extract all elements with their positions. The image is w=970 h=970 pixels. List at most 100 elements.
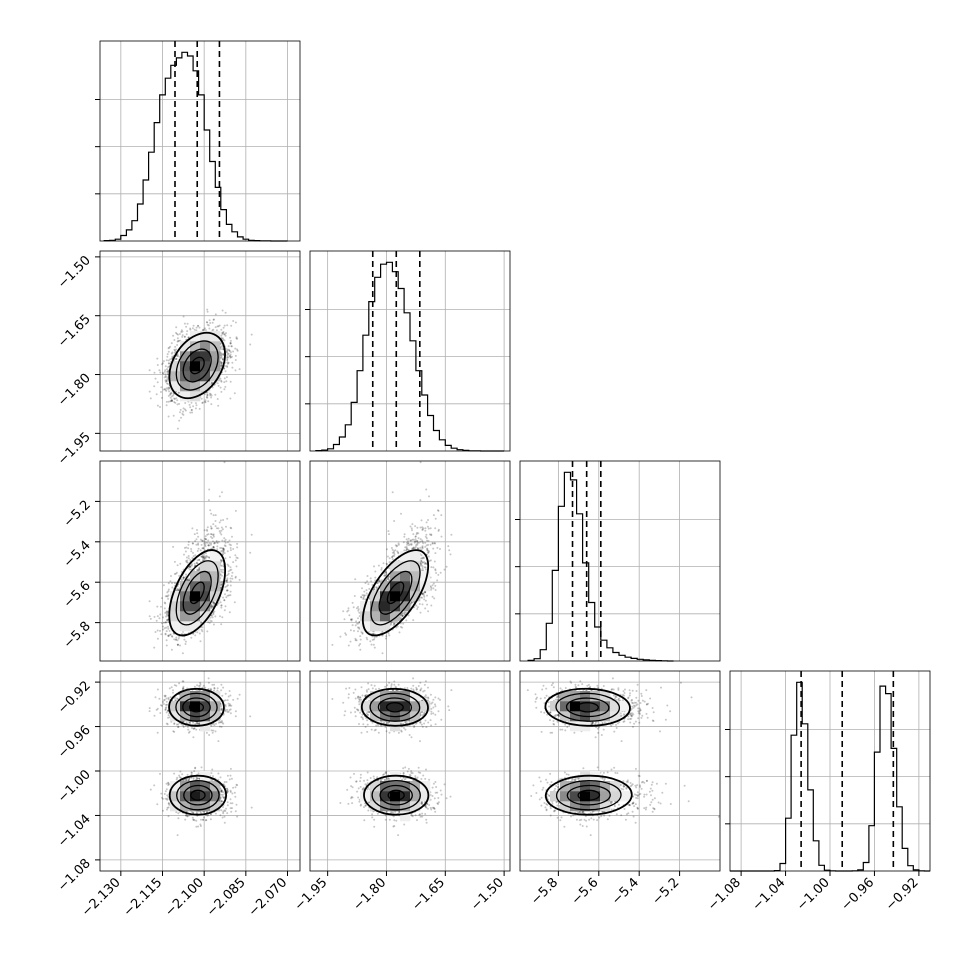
density-3-2-point-2928 [616, 772, 619, 775]
density-3-1-point-684 [403, 727, 405, 729]
density-3-2-point-2248 [635, 794, 638, 796]
density-2-1-point-2449 [350, 618, 353, 621]
density-2-0-point-299 [210, 512, 213, 515]
density-3-0-point-1583 [226, 774, 229, 777]
density-3-1-point-2122 [410, 814, 413, 817]
density-2-1-point-734 [382, 562, 385, 565]
density-2-1-point-2084 [445, 565, 448, 568]
y-axis-3-tick-label-2: −1.00 [55, 767, 94, 806]
density-3-2-cell-7-16 [590, 701, 601, 712]
density-3-0-point-630 [202, 818, 204, 821]
density-3-1-cell-7-7 [380, 791, 391, 802]
density-3-0-contour-1-0 [190, 789, 206, 801]
density-3-1-point-1235 [369, 777, 372, 779]
density-2-0-point-81 [206, 541, 209, 544]
density-1-0-point-1033 [175, 397, 178, 400]
density-3-1-point-565 [421, 812, 424, 815]
density-3-1-point-1813 [345, 687, 348, 690]
density-3-0-point-670 [226, 790, 229, 793]
density-2-1-point-484 [383, 572, 386, 575]
density-3-0-point-2569 [220, 790, 223, 793]
density-2-0-point-2272 [183, 576, 185, 579]
density-2-1-point-1740 [397, 543, 400, 546]
density-2-0-point-1701 [222, 596, 225, 599]
density-1-0-point-93 [160, 386, 163, 389]
density-1-0-point-2164 [222, 330, 225, 333]
density-1-0-point-5 [220, 364, 223, 367]
density-3-2-point-1936 [557, 714, 560, 717]
density-2-1-point-507 [407, 542, 410, 545]
density-2-0-point-922 [201, 626, 204, 629]
density-2-1-point-450 [426, 525, 429, 528]
density-1-0-point-576 [207, 400, 210, 403]
density-3-1-point-1707 [347, 693, 350, 696]
density-3-0-point-1777 [177, 723, 180, 726]
density-3-1-point-791 [434, 713, 437, 716]
density-1-0-point-2363 [223, 381, 226, 384]
density-2-1-point-279 [400, 614, 402, 617]
density-3-1-point-1255 [377, 731, 380, 734]
density-2-0-point-732 [173, 582, 176, 584]
density-2-1-point-1507 [434, 527, 437, 530]
density-3-0-point-2122 [206, 814, 209, 817]
density-2-0-contour-0-3 [168, 549, 227, 637]
density-3-2-point-2306 [557, 714, 560, 716]
density-3-0-cell-7-15 [170, 711, 181, 722]
density-2-1-point-19 [403, 549, 406, 552]
density-2-0-cell-8-6 [180, 591, 191, 602]
density-3-1-point-1447 [368, 696, 371, 699]
density-3-1-point-2880 [408, 773, 411, 776]
density-3-2-point-2733 [545, 694, 548, 697]
density-2-1-point-1601 [434, 542, 436, 545]
density-3-0-point-2805 [174, 699, 177, 702]
density-3-2-point-2070 [594, 722, 597, 725]
density-2-1-cell-10-10 [410, 551, 421, 562]
density-3-0-point-1989 [220, 707, 223, 710]
density-3-2-cell-8-7 [600, 791, 611, 802]
density-2-0-point-1030 [160, 622, 163, 625]
density-3-1-point-763 [367, 711, 370, 714]
density-2-0-point-1147 [228, 543, 231, 546]
density-3-2-point-2768 [554, 698, 557, 701]
density-3-0-point-322 [226, 789, 229, 791]
density-3-0-point-688 [199, 811, 202, 814]
density-2-0-point-295 [223, 548, 226, 551]
density-3-2-point-523 [549, 814, 552, 817]
density-3-2-point-1525 [645, 703, 648, 706]
density-1-0-point-2770 [204, 400, 207, 403]
y-axis-3-tick-label-3: −0.96 [55, 723, 94, 762]
density-2-1-point-1029 [362, 597, 365, 599]
density-2-0-point-296 [193, 533, 196, 536]
x-axis-0-tick-label-3: −2.085 [204, 875, 249, 920]
density-3-2-cell-8-6 [600, 801, 611, 812]
density-2-1-point-1430 [357, 608, 360, 611]
density-2-0-point-2303 [220, 559, 223, 562]
density-1-0-point-1822 [222, 353, 225, 356]
density-3-2-point-2527 [573, 778, 576, 781]
density-2-0-point-1092 [166, 612, 169, 615]
density-3-1-point-1440 [436, 802, 439, 805]
density-3-1-point-2002 [425, 726, 428, 729]
density-3-0-point-988 [225, 787, 228, 790]
density-3-1-point-2406 [437, 797, 440, 799]
density-3-2-point-29 [614, 694, 617, 697]
density-3-2-point-1191 [556, 696, 558, 699]
density-2-0-point-2572 [224, 541, 227, 544]
density-3-2-point-2309 [545, 803, 548, 805]
density-1-0-point-1094 [229, 397, 232, 400]
density-3-2-point-1981 [631, 715, 633, 718]
density-2-0-point-1348 [182, 578, 185, 581]
density-1-0-point-1362 [221, 337, 224, 340]
density-2-1-point-1291 [365, 592, 368, 595]
density-3-0-point-94 [216, 687, 219, 690]
density-3-1-point-149 [430, 724, 433, 727]
density-3-0-point-2849 [165, 700, 168, 703]
density-3-1-point-2254 [440, 793, 443, 796]
density-2-1-point-1037 [354, 637, 357, 640]
density-3-0-point-2812 [202, 818, 205, 821]
density-2-0-point-2452 [198, 632, 201, 635]
density-2-0-point-2176 [202, 555, 205, 558]
density-1-0-point-0 [234, 359, 237, 361]
density-1-0-cell-9-8 [190, 361, 201, 372]
density-1-0-point-2539 [225, 380, 228, 383]
